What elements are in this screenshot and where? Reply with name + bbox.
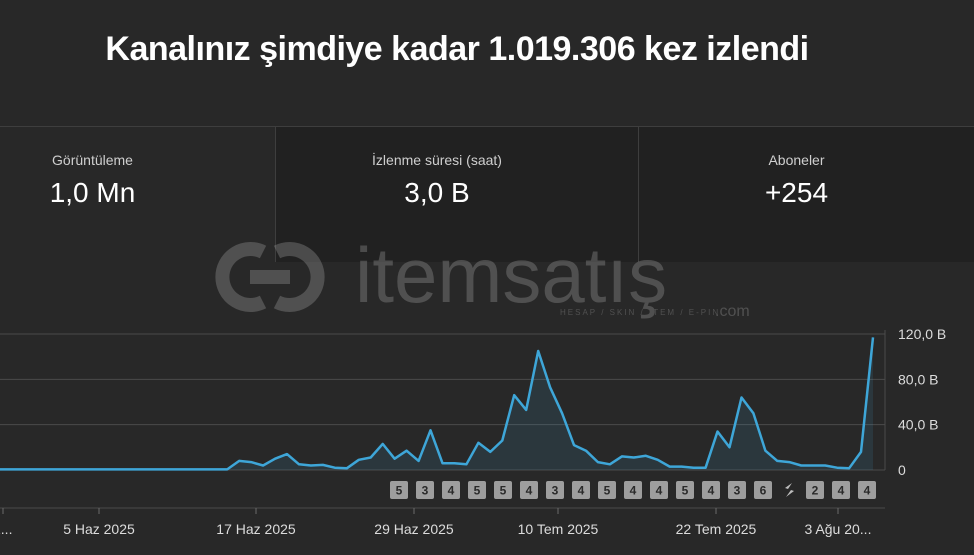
metric-views-label: Görüntüleme	[52, 152, 133, 168]
x-tick-label: 3 Ağu 20...	[805, 521, 872, 537]
video-count-badge[interactable]: 4	[442, 481, 460, 499]
badge-count: 5	[682, 484, 689, 498]
video-count-badge[interactable]: 4	[650, 481, 668, 499]
video-count-badge[interactable]: 4	[858, 481, 876, 499]
metric-views[interactable]: Görüntüleme 1,0 Mn	[0, 127, 275, 262]
video-count-badge[interactable]: 4	[702, 481, 720, 499]
video-count-badge[interactable]: 3	[728, 481, 746, 499]
badge-count: 4	[864, 484, 871, 498]
x-axis-ticks: 2... 5 Haz 2025 17 Haz 2025 29 Haz 2025 10 T…	[0, 508, 871, 537]
badge-count: 4	[578, 484, 585, 498]
video-count-badge[interactable]: 5	[676, 481, 694, 499]
badge-count: 5	[396, 484, 403, 498]
divider	[0, 126, 974, 127]
metric-watch-time-value: 3,0 B	[404, 177, 470, 208]
x-tick-label: 29 Haz 2025	[374, 521, 454, 537]
badge-count: 5	[474, 484, 481, 498]
metric-separator	[638, 127, 639, 262]
y-tick-label: 80,0 B	[898, 371, 938, 387]
metric-separator	[275, 127, 276, 262]
watermark-logo: itemsatış HESAP / SKIN / ITEM / E-PIN .c…	[215, 232, 750, 320]
x-tick-label: 10 Tem 2025	[518, 521, 599, 537]
video-count-badge[interactable]: 5	[598, 481, 616, 499]
badge-count: 4	[708, 484, 715, 498]
video-count-badge[interactable]: 3	[546, 481, 564, 499]
video-count-badge[interactable]: 5	[468, 481, 486, 499]
y-tick-label: 120,0 B	[898, 326, 946, 342]
video-count-badge[interactable]: 4	[520, 481, 538, 499]
x-tick-label: 2...	[0, 521, 12, 537]
watermark-suffix: .com	[715, 303, 750, 320]
x-tick-label: 17 Haz 2025	[216, 521, 296, 537]
metric-subscribers-label: Aboneler	[768, 152, 825, 168]
y-tick-label: 0	[898, 462, 906, 478]
metric-subscribers[interactable]: Aboneler +254	[639, 127, 974, 262]
headline: Kanalınız şimdiye kadar 1.019.306 kez iz…	[0, 30, 974, 69]
video-count-badge[interactable]: 4	[832, 481, 850, 499]
badge-count: 2	[812, 484, 819, 498]
badge-count: 3	[734, 484, 741, 498]
watermark-tagline: HESAP / SKIN / ITEM / E-PIN	[560, 308, 720, 317]
series-line	[0, 337, 875, 471]
video-count-badge[interactable]: 3	[416, 481, 434, 499]
metric-watch-time[interactable]: İzlenme süresi (saat) 3,0 B	[276, 127, 638, 262]
metric-subscribers-value: +254	[764, 177, 829, 208]
badge-count: 5	[500, 484, 507, 498]
chart-grid	[0, 330, 886, 509]
link-icon	[215, 242, 325, 312]
shorts-icon	[785, 483, 794, 497]
badge-count: 4	[656, 484, 663, 498]
y-tick-label: 40,0 B	[898, 417, 938, 433]
video-badges: 5 3 4 5 5 4 3 4 5 4 4 5 4 3 6 2 4 4	[390, 481, 876, 499]
video-count-badge[interactable]: 4	[572, 481, 590, 499]
x-tick-label: 22 Tem 2025	[676, 521, 757, 537]
badge-count: 6	[760, 484, 767, 498]
video-count-badge[interactable]: 5	[390, 481, 408, 499]
badge-count: 4	[526, 484, 533, 498]
video-count-badge[interactable]: 5	[494, 481, 512, 499]
badge-count: 3	[552, 484, 559, 498]
badge-count: 3	[422, 484, 429, 498]
badge-count: 4	[838, 484, 845, 498]
video-count-badge[interactable]: 4	[624, 481, 642, 499]
badge-count: 4	[448, 484, 455, 498]
headline-text: Kanalınız şimdiye kadar 1.019.306 kez iz…	[105, 30, 809, 68]
metric-watch-time-label: İzlenme süresi (saat)	[372, 152, 502, 168]
video-count-badge[interactable]: 2	[806, 481, 824, 499]
shorts-badge[interactable]	[785, 483, 794, 497]
metric-views-value: 1,0 Mn	[49, 177, 136, 208]
x-tick-label: 5 Haz 2025	[63, 521, 135, 537]
badge-count: 4	[630, 484, 637, 498]
watermark-brand: itemsatış	[355, 232, 667, 319]
video-count-badge[interactable]: 6	[754, 481, 772, 499]
badge-count: 5	[604, 484, 611, 498]
y-axis-ticks: 0 40,0 B 80,0 B 120,0 B	[898, 326, 946, 478]
